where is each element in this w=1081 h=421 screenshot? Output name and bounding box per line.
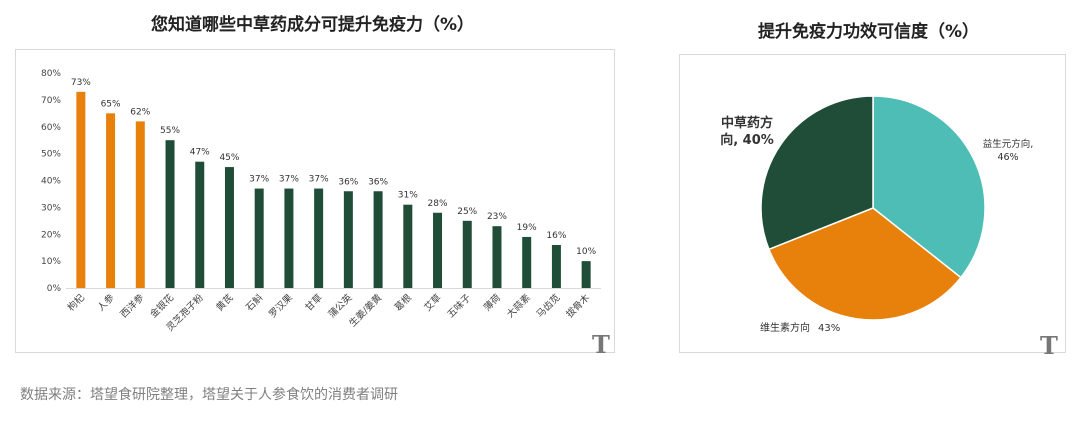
x-category-label: 金银花 [148, 291, 177, 320]
bar-value-label: 37% [309, 175, 329, 185]
x-category-label: 西洋参 [118, 291, 147, 320]
y-tick-label: 0% [47, 284, 62, 294]
bar-value-label: 37% [249, 175, 269, 185]
pie-slice [767, 207, 962, 321]
pie-chart-title: 提升免疫力功效可信度（%） [758, 22, 980, 42]
pie-slice-label: 中草药方 [721, 115, 773, 131]
x-category-label: 黄芪 [214, 291, 236, 313]
bar [106, 113, 116, 288]
bar [165, 140, 175, 288]
bar-value-label: 36% [338, 177, 358, 187]
bar [403, 204, 413, 288]
bar [433, 212, 443, 288]
bar [522, 236, 532, 288]
bar-value-label: 19% [517, 223, 537, 233]
bar-value-label: 65% [101, 99, 121, 109]
bar-chart: 0% 10% 20% 30% 40% 50% 60% 70% 80% 73% 枸杞 65% 人参 62% 西… [41, 69, 601, 334]
x-category-label: 马齿苋 [535, 292, 563, 320]
x-category-label: 人参 [95, 291, 117, 313]
x-category-label: 艾草 [422, 292, 444, 314]
y-tick-label: 70% [41, 96, 61, 106]
pie-chart-panel: 益生元方向, 46% 维生素方向 43% 中草药方 向, 40% T [679, 54, 1066, 360]
bar-value-label: 73% [71, 78, 91, 88]
bar-value-label: 36% [368, 177, 388, 187]
pie-slice-label: 维生素方向 [760, 321, 810, 334]
bar-chart-title: 您知道哪些中草药成分可提升免疫力（%） [151, 15, 475, 35]
x-category-label: 薄荷 [481, 291, 503, 313]
y-tick-label: 10% [41, 257, 61, 267]
pie-slice-label: 益生元方向, [983, 138, 1034, 150]
bar-value-label: 45% [219, 153, 239, 163]
watermark-logo: T [1040, 331, 1058, 360]
x-category-label: 甘草 [303, 292, 325, 314]
y-tick-label: 60% [41, 123, 61, 133]
pie-slice-label: 43% [818, 323, 840, 334]
x-category-label: 拔骨木 [564, 291, 593, 320]
bar [373, 191, 383, 288]
pie-slice [872, 95, 986, 279]
y-tick-label: 40% [41, 177, 61, 187]
x-category-label: 蒲公英 [326, 291, 355, 320]
bar-value-label: 23% [487, 212, 507, 222]
pie-slice-label: 46% [997, 152, 1018, 163]
bar-value-label: 10% [576, 247, 596, 257]
bar [581, 261, 591, 288]
bar [135, 121, 145, 288]
bar [76, 91, 86, 288]
bar-value-label: 28% [428, 199, 448, 209]
source-note: 数据来源：塔望食研院整理，塔望关于人参食饮的消费者调研 [20, 387, 398, 403]
bar-value-label: 47% [190, 148, 210, 158]
y-tick-label: 20% [41, 230, 61, 240]
watermark-logo: T [592, 330, 610, 359]
bar [343, 191, 353, 288]
y-tick-label: 50% [41, 150, 61, 160]
x-category-label: 罗汉果 [267, 292, 295, 320]
bar-value-label: 55% [160, 126, 180, 136]
pie-slice [760, 95, 874, 251]
x-category-label: 生姜/姜黄 [347, 292, 385, 330]
x-category-label: 枸杞 [65, 291, 87, 313]
bar-value-label: 31% [398, 191, 418, 201]
bar-value-label: 37% [279, 175, 299, 185]
x-category-label: 葛根 [392, 291, 414, 313]
y-tick-label: 30% [41, 203, 61, 213]
bar-chart-panel: 0% 10% 20% 30% 40% 50% 60% 70% 80% 73% 枸杞 65% 人参 62% 西… [15, 49, 615, 359]
bar [284, 188, 294, 288]
bar [254, 188, 264, 288]
bar [492, 226, 502, 288]
bar-value-label: 16% [546, 231, 566, 241]
bar [551, 245, 561, 288]
bar [224, 167, 234, 288]
y-tick-label: 80% [41, 69, 61, 79]
bar [195, 161, 205, 288]
x-category-label: 大蒜素 [504, 291, 533, 320]
pie-slice-label: 向, 40% [720, 132, 774, 148]
bar [314, 188, 324, 288]
bar [462, 220, 472, 288]
bar-value-label: 25% [457, 207, 477, 217]
bar-value-label: 62% [130, 107, 150, 117]
x-category-label: 石斛 [243, 291, 265, 313]
x-category-label: 五味子 [445, 291, 474, 320]
